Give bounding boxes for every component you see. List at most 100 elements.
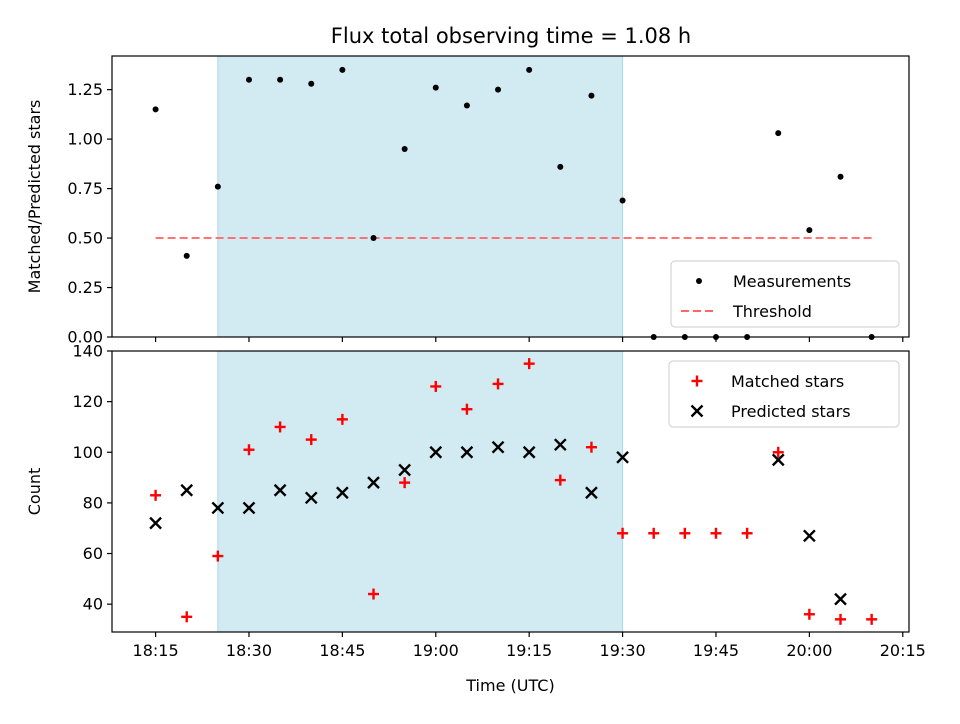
data-point [339, 66, 346, 73]
x-tick-label: 19:00 [413, 641, 459, 660]
data-point [367, 476, 380, 489]
data-point [336, 413, 348, 425]
shaded-span [217, 350, 624, 633]
data-point [242, 501, 256, 515]
legend: Measurements Threshold [670, 260, 900, 328]
x-tick-label: 19:15 [506, 641, 552, 660]
data-point [398, 463, 411, 477]
data-point [304, 491, 318, 505]
data-point [429, 445, 443, 459]
legend-swatch [696, 278, 702, 284]
plots: 0.00 0.25 0.50 0.75 1.00 1.25 Matched/Predicte… [25, 55, 926, 696]
data-point [616, 450, 629, 464]
legend-label: Matched stars [731, 372, 844, 391]
data-point [152, 106, 159, 113]
data-point [495, 86, 502, 93]
shaded-span [217, 55, 624, 338]
data-point [336, 486, 349, 500]
y-tick-label: 120 [72, 392, 103, 411]
data-point [212, 550, 224, 562]
data-point [243, 444, 255, 456]
legend-box [668, 360, 900, 428]
data-point [585, 486, 598, 500]
data-point [523, 358, 535, 370]
data-point [617, 527, 629, 539]
y-tick-label: 40 [83, 595, 103, 614]
y-tick-label: 0.75 [67, 179, 103, 198]
data-point [679, 527, 691, 539]
y-tick-label: 60 [83, 544, 103, 563]
x-tick-label: 19:45 [693, 641, 739, 660]
x-axis-label: Time (UTC) [465, 676, 554, 695]
y-tick-label: 100 [72, 443, 103, 462]
top-panel: 0.00 0.25 0.50 0.75 1.00 1.25 Matched/Predicte… [25, 55, 910, 347]
y-axis-label: Matched/Predicted stars [25, 100, 44, 294]
data-point [277, 76, 284, 83]
x-tick-label: 18:30 [226, 641, 272, 660]
legend-swatch [691, 375, 703, 387]
data-point [526, 66, 533, 73]
data-point [181, 611, 193, 623]
data-point [834, 592, 847, 606]
plot-frame [111, 350, 910, 633]
data-point [492, 378, 504, 390]
data-point [772, 446, 784, 458]
bottom-panel: 40 60 80 100 120 140 18:15 18:30 18:45 19:00 19:15… [25, 342, 926, 696]
data-point [401, 146, 408, 153]
data-point [554, 474, 566, 486]
data-point [771, 453, 785, 467]
data-point [370, 235, 377, 242]
data-point [866, 613, 878, 625]
data-point [180, 483, 194, 497]
x-tick-label: 18:45 [319, 641, 365, 660]
y-tick-label: 0.50 [67, 229, 103, 248]
bottom-series [149, 358, 878, 625]
data-point [491, 440, 505, 454]
data-point [741, 527, 753, 539]
y-tick-label: 80 [83, 493, 103, 512]
legend-label: Measurements [733, 272, 851, 291]
data-point [648, 527, 660, 539]
data-point [305, 434, 317, 446]
y-tick-label: 0.00 [67, 328, 103, 347]
data-point [211, 501, 225, 515]
data-point [368, 588, 380, 600]
y-axis-label: Count [25, 468, 44, 516]
data-point [308, 80, 315, 87]
data-point [619, 197, 626, 204]
data-point [803, 529, 816, 543]
legend-label: Threshold [732, 302, 812, 321]
x-tick-label: 20:00 [786, 641, 832, 660]
data-point [430, 380, 442, 392]
data-point [463, 102, 470, 109]
data-point [149, 516, 162, 530]
data-point [399, 477, 411, 489]
y-tick-label: 0.25 [67, 278, 103, 297]
legend: Matched stars Predicted stars [668, 360, 900, 428]
data-point [775, 130, 782, 137]
data-point [803, 608, 815, 620]
y-tick-label: 1.25 [67, 80, 103, 99]
data-point [183, 252, 190, 259]
x-tick-label: 20:15 [880, 641, 926, 660]
legend-box [670, 260, 900, 328]
data-point [214, 183, 221, 190]
x-tick-label: 18:15 [133, 641, 179, 660]
x-tick-label: 19:30 [600, 641, 646, 660]
data-point [835, 613, 847, 625]
data-point [432, 84, 439, 91]
data-point [460, 445, 474, 459]
data-point [585, 441, 597, 453]
legend-label: Predicted stars [731, 402, 851, 421]
data-point [557, 163, 564, 170]
data-point [150, 489, 162, 501]
chart-title: Flux total observing time = 1.08 h [331, 24, 691, 48]
data-point [588, 92, 595, 99]
plot-frame [111, 55, 910, 338]
data-point [273, 483, 287, 497]
data-point [522, 445, 536, 459]
data-point [837, 173, 844, 180]
data-point [461, 403, 473, 415]
